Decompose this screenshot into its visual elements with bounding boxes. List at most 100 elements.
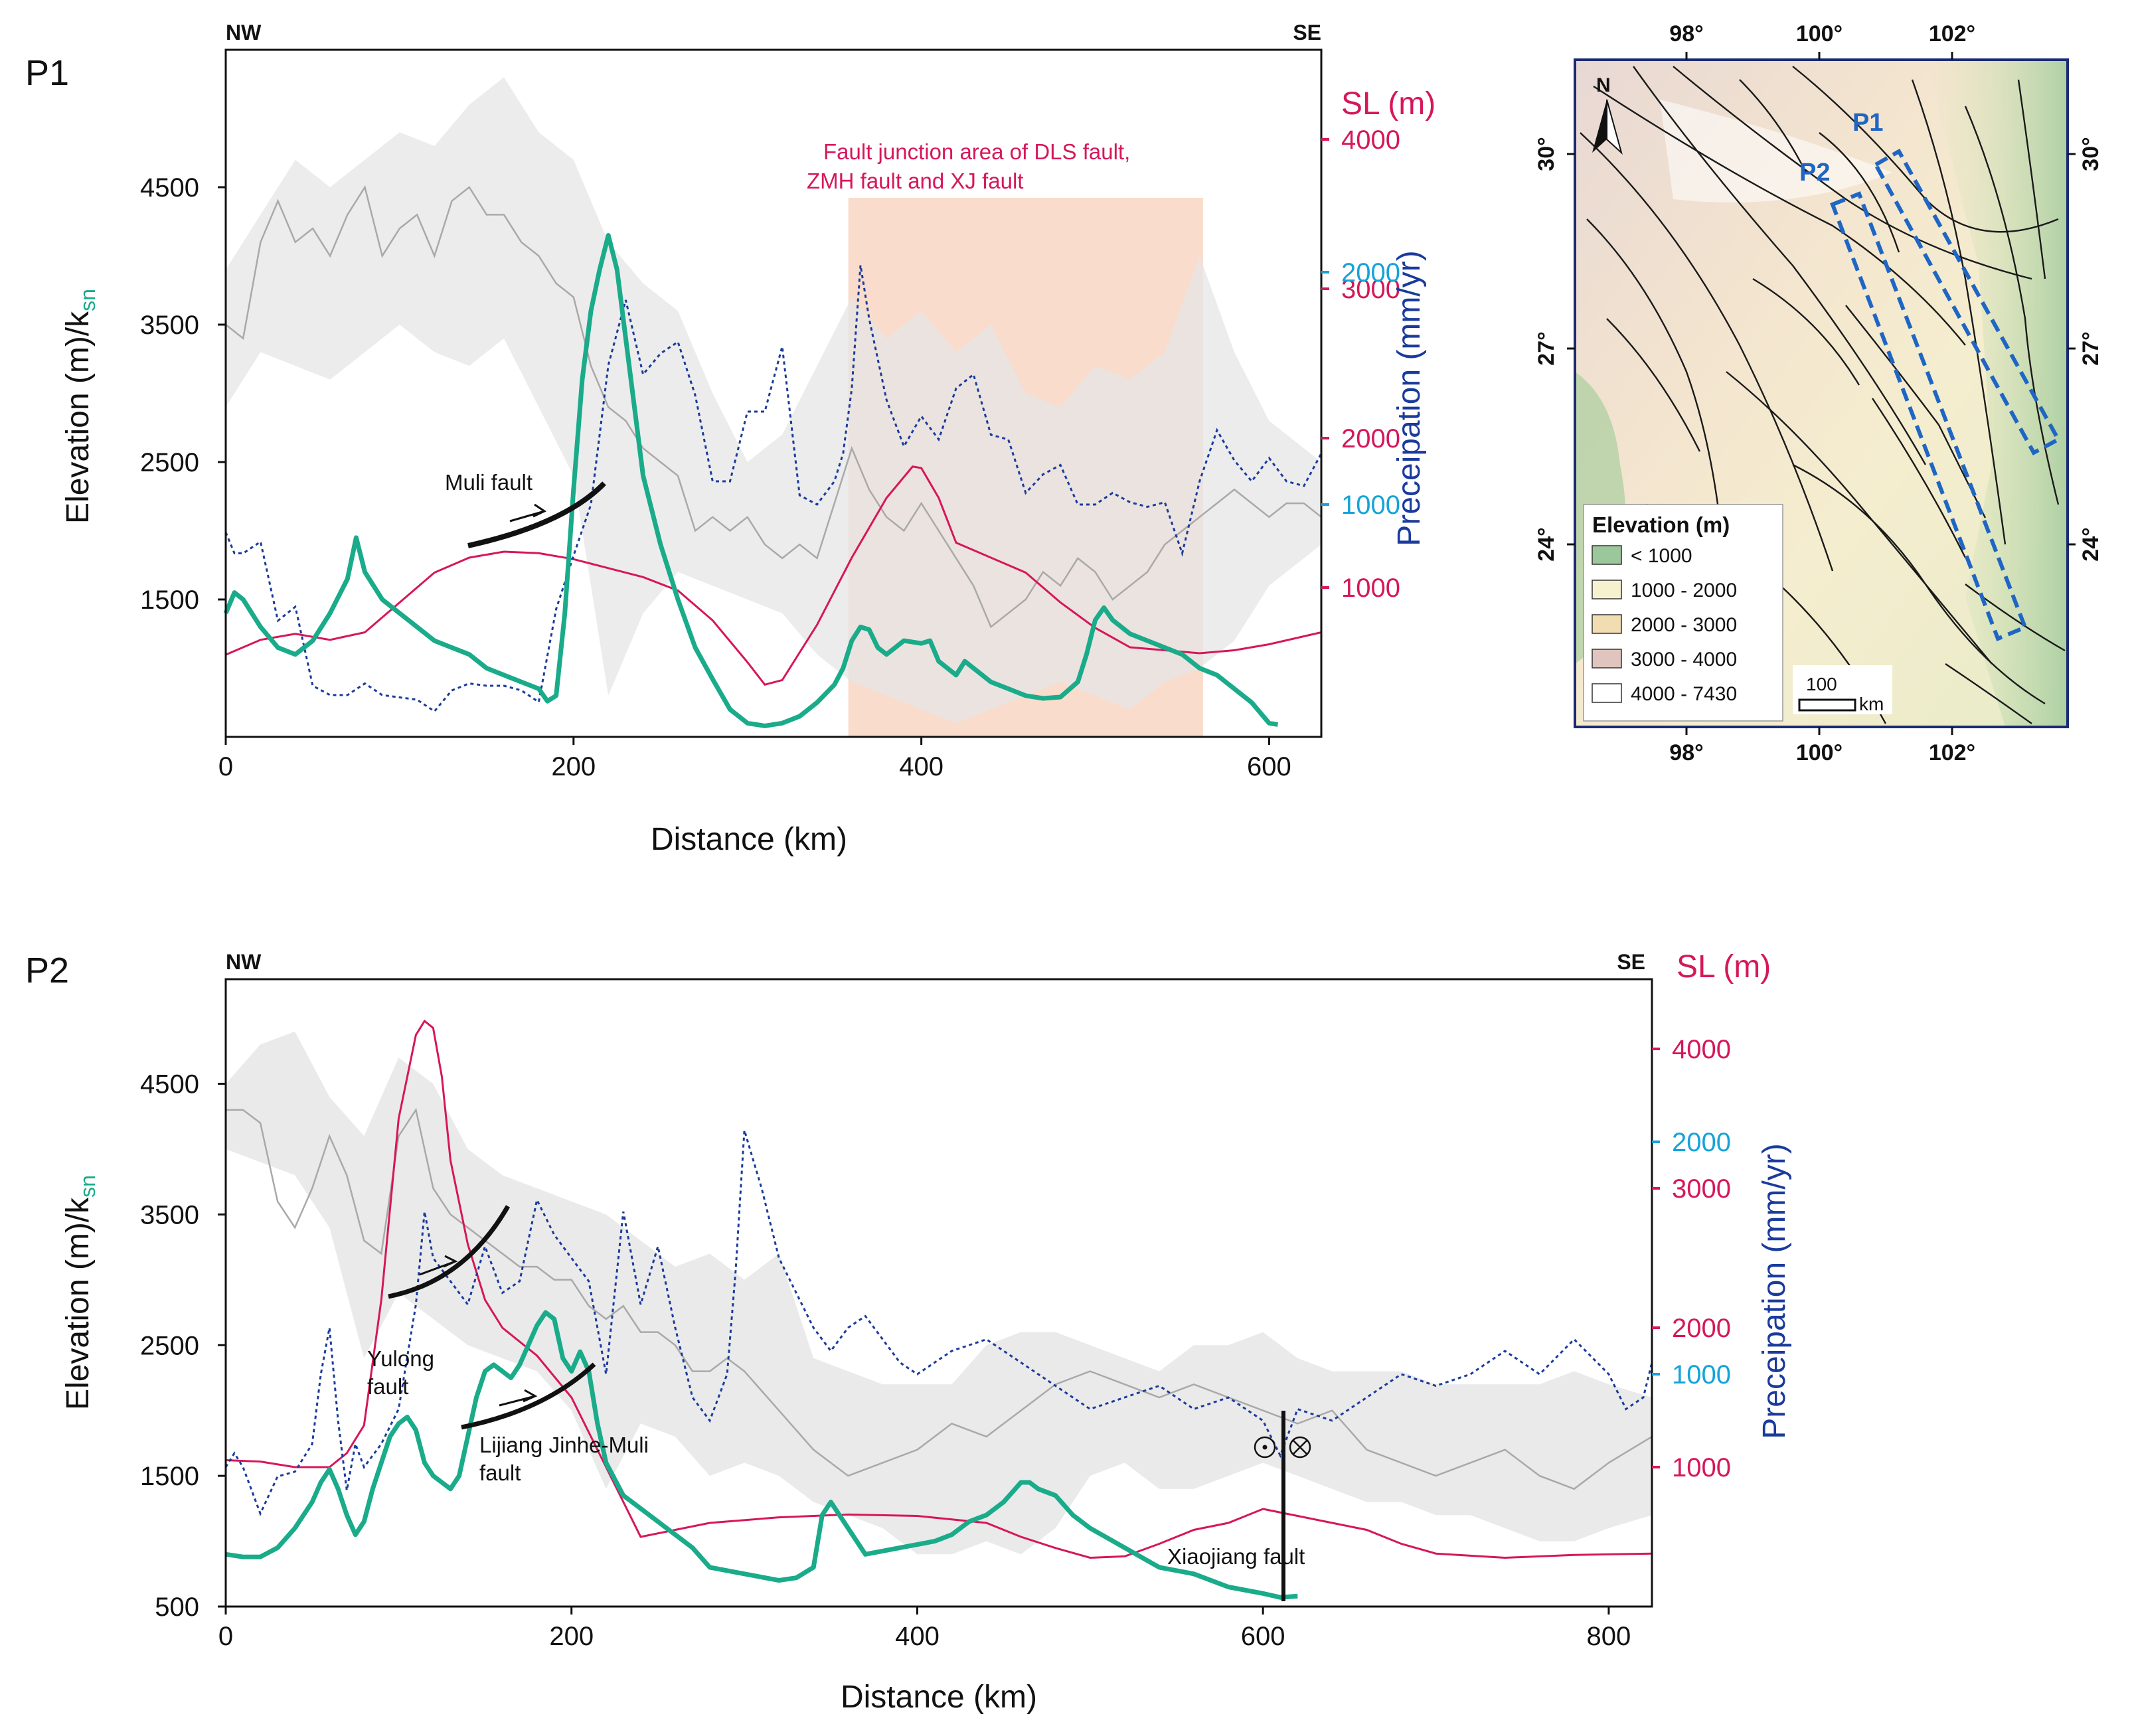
map-lat-label-right: 24° xyxy=(2078,527,2103,561)
p1-y-axis-title-sub: sn xyxy=(76,289,100,311)
p2-x-tick-label: 200 xyxy=(549,1622,594,1651)
p2-y-tick-label: 500 xyxy=(155,1593,199,1622)
p1-y-tick-label: 3500 xyxy=(140,311,199,340)
p1-sl-line xyxy=(225,465,1322,686)
north-arrow-icon xyxy=(1592,100,1607,153)
p2-y-axis-title-sub: sn xyxy=(76,1175,100,1198)
p2-y-tick-label: 2500 xyxy=(140,1331,199,1360)
p2-y-tick-label: 3500 xyxy=(140,1200,199,1229)
p2-lijiang-fault-trace xyxy=(461,1362,596,1430)
p1-precip-tick-label: 2000 xyxy=(1341,258,1400,287)
p1-muli-fault-trace xyxy=(467,481,606,548)
map-profile-label-p2: P2 xyxy=(1799,159,1830,187)
p1-y-tick-label: 1500 xyxy=(140,586,199,615)
p2-panel-label: P2 xyxy=(25,951,69,990)
p2-se-label: SE xyxy=(1617,950,1645,974)
map-frame xyxy=(1574,58,2069,728)
p2-lijiang-fault-label: Lijiang Jinhe-Muli fault xyxy=(479,1433,649,1485)
p2-precip-tick-label: 1000 xyxy=(1672,1360,1731,1389)
map-legend-label: 4000 - 7430 xyxy=(1631,683,1737,705)
map-lat-label-left: 30° xyxy=(1534,137,1559,171)
map-scalebar xyxy=(1798,698,1856,712)
map-lat-label-right: 30° xyxy=(2078,137,2103,171)
p2-panel: P2 NW SE Yulong fault Lijiang Jinhe-Muli… xyxy=(25,949,1792,1715)
p2-into-page-symbol xyxy=(1289,1436,1311,1459)
p2-x-tick-label: 400 xyxy=(895,1622,940,1651)
p2-lijiang-fault-label-line1: Lijiang Jinhe-Muli xyxy=(479,1433,649,1457)
p1-y-tick-label: 2500 xyxy=(140,448,199,477)
p2-out-of-page-dot xyxy=(1262,1445,1268,1450)
map-profile-label-p1: P1 xyxy=(1852,109,1883,137)
p1-junction-text-line2: ZMH fault and XJ fault xyxy=(807,169,1023,193)
map-legend-swatch xyxy=(1592,614,1622,634)
p2-x-tick-label: 0 xyxy=(218,1622,233,1651)
p2-precipitation-line xyxy=(224,1130,1653,1516)
p1-muli-fault-label: Muli fault xyxy=(445,470,533,495)
p1-x-tick-label: 400 xyxy=(899,752,943,781)
p1-x-tick-label: 200 xyxy=(551,752,596,781)
p2-xiaojiang-fault-label: Xiaojiang fault xyxy=(1167,1544,1305,1569)
p2-lijiang-fault-arrow xyxy=(499,1389,538,1407)
p2-y-tick-label: 4500 xyxy=(140,1070,199,1099)
p1-sl-tick-label: 3000 xyxy=(1341,275,1400,304)
map-legend-swatch xyxy=(1592,545,1622,565)
map-scale-value: 100 xyxy=(1806,674,1837,694)
map-lowland-east xyxy=(1926,60,2068,727)
p2-yulong-fault-label: Yulong fault xyxy=(367,1346,440,1399)
map-lon-label-top: 100° xyxy=(1796,21,1843,46)
map-lat-label-right: 27° xyxy=(2078,331,2103,365)
map-legend-label: 3000 - 4000 xyxy=(1631,649,1737,671)
p2-elevation-line xyxy=(226,1107,1653,1490)
map-lon-label-bottom: 100° xyxy=(1796,740,1843,765)
p2-sl-line xyxy=(225,1019,1653,1559)
map-legend-swatch xyxy=(1592,580,1622,599)
p1-x-tick-label: 600 xyxy=(1247,752,1291,781)
p1-y-tick-label: 4500 xyxy=(140,173,199,202)
p1-junction-text-line1: Fault junction area of DLS fault, xyxy=(823,139,1130,164)
p2-x-axis-title: Distance (km) xyxy=(841,1680,1037,1715)
map-lon-label-bottom: 98° xyxy=(1669,740,1703,765)
map-north-label: N xyxy=(1596,74,1611,96)
p2-precip-axis-title: Preceipation (mm/yr) xyxy=(1757,1143,1792,1439)
p1-ksn-line xyxy=(223,233,1279,728)
p2-out-of-page-symbol xyxy=(1254,1436,1276,1459)
p1-panel-label: P1 xyxy=(25,53,69,93)
p2-yulong-fault-trace xyxy=(388,1205,511,1299)
p2-sl-tick-label: 2000 xyxy=(1672,1314,1731,1343)
p2-sl-axis-title: SL (m) xyxy=(1677,949,1771,985)
map-scale-unit: km xyxy=(1859,694,1884,714)
p2-yulong-fault-arrow xyxy=(419,1255,458,1276)
p1-elevation-line xyxy=(225,185,1322,629)
p1-se-label: SE xyxy=(1293,21,1321,44)
p2-yulong-fault-label-line: Yulong xyxy=(367,1346,434,1371)
p1-y-axis-title-main: Elevation (m)/k xyxy=(60,311,96,524)
p1-nw-label: NW xyxy=(226,21,262,44)
north-arrow-icon-half xyxy=(1606,99,1623,155)
p2-precip-tick-label: 2000 xyxy=(1672,1128,1731,1157)
p1-precipitation-line xyxy=(224,265,1323,713)
map-legend-label: 2000 - 3000 xyxy=(1631,614,1737,636)
map-legend-title: Elevation (m) xyxy=(1592,513,1730,537)
p2-y-axis-title-main: Elevation (m)/k xyxy=(60,1197,96,1410)
p2-y-tick-label: 1500 xyxy=(140,1462,199,1491)
p2-into-page-cross xyxy=(1292,1439,1308,1455)
p2-lijiang-fault-label-line2: fault xyxy=(479,1460,521,1485)
p1-sl-tick-label: 4000 xyxy=(1341,125,1400,155)
p1-y-axis-title: Elevation (m)/ksn xyxy=(60,289,100,524)
p2-ksn-line xyxy=(225,1310,1298,1600)
p1-sl-tick-label: 1000 xyxy=(1341,574,1400,603)
p1-sl-tick-label: 2000 xyxy=(1341,424,1400,453)
p2-x-tick-label: 800 xyxy=(1587,1622,1631,1651)
p1-muli-fault-arrow xyxy=(509,503,547,522)
map-legend-label: < 1000 xyxy=(1631,545,1692,567)
p1-sl-axis-title: SL (m) xyxy=(1341,86,1435,121)
p2-x-tick-label: 600 xyxy=(1241,1622,1285,1651)
p1-x-axis-title: Distance (km) xyxy=(651,822,847,857)
map-legend-swatch xyxy=(1592,649,1622,669)
p1-x-tick-label: 0 xyxy=(218,752,233,781)
map-legend-swatch xyxy=(1592,683,1622,703)
map-lon-label-top: 98° xyxy=(1669,21,1703,46)
p2-sl-tick-label: 4000 xyxy=(1672,1035,1731,1064)
p1-elevation-band xyxy=(226,77,1321,724)
